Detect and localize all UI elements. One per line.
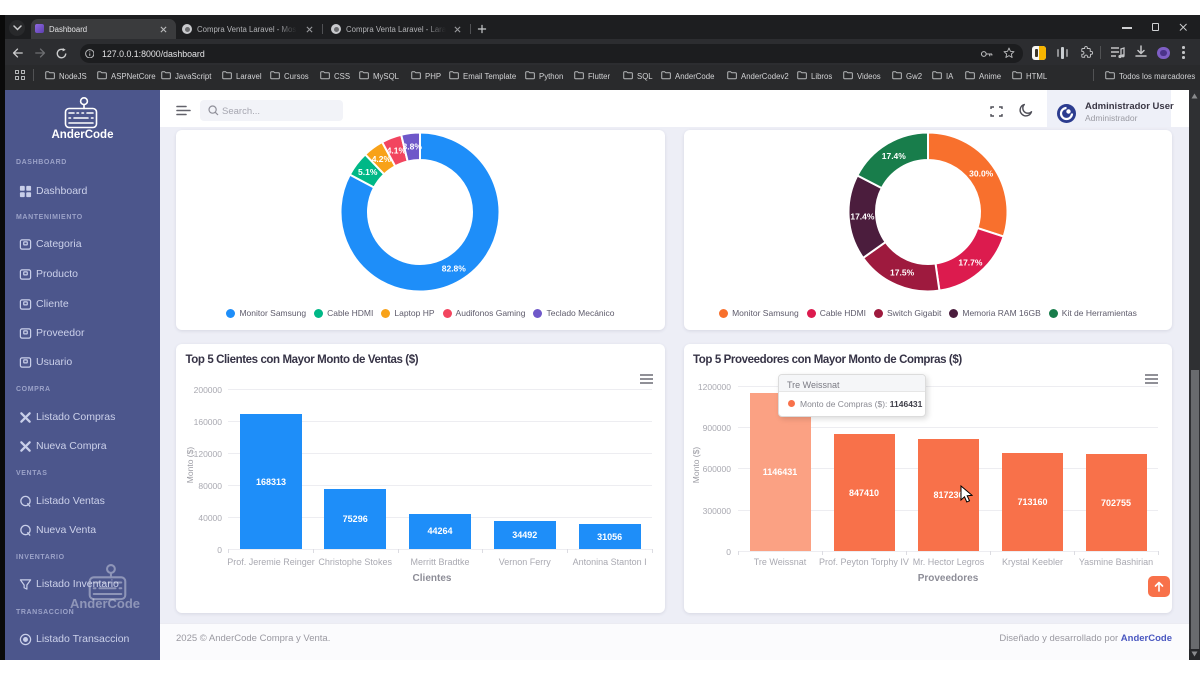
svg-text:17.4%: 17.4% (882, 151, 907, 161)
svg-text:4.2%: 4.2% (372, 154, 392, 164)
svg-text:4.1%: 4.1% (387, 146, 407, 156)
svg-text:5.1%: 5.1% (358, 167, 378, 177)
svg-text:30.0%: 30.0% (969, 168, 994, 178)
svg-text:3.8%: 3.8% (403, 142, 423, 152)
svg-text:82.8%: 82.8% (442, 263, 467, 273)
svg-text:17.4%: 17.4% (850, 212, 875, 222)
svg-text:17.7%: 17.7% (958, 257, 983, 267)
svg-text:17.5%: 17.5% (890, 267, 915, 277)
